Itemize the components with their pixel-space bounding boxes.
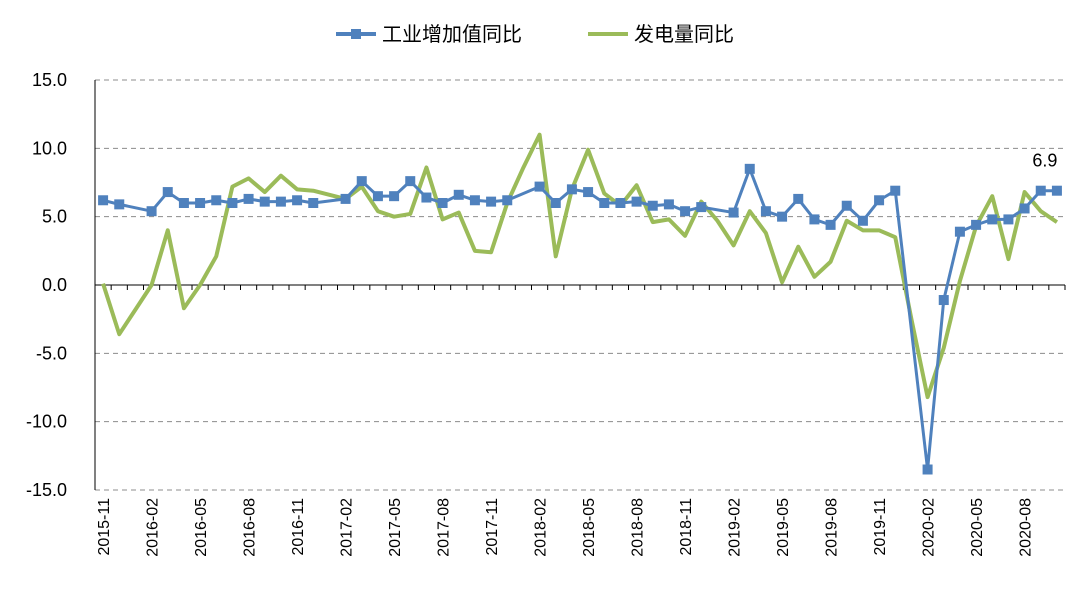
data-point-industrial — [372, 191, 383, 202]
x-axis: 2015-11 2016-02 2016-05 2016-08 2016-11 2017-… — [94, 284, 1066, 557]
data-point-industrial — [275, 196, 286, 207]
x-tick-label: 2018-11 — [678, 498, 695, 556]
y-tick-label: -15.0 — [26, 480, 67, 500]
data-point-industrial — [162, 187, 173, 198]
data-point-industrial — [340, 193, 351, 204]
data-point-industrial — [292, 195, 303, 206]
legend-swatch-industrial-marker — [351, 29, 361, 39]
data-label-last-value: 6.9 — [1032, 151, 1057, 171]
data-point-industrial — [453, 189, 464, 200]
data-point-industrial — [890, 185, 901, 196]
legend: 工业增加值同比 发电量同比 — [336, 22, 734, 46]
data-point-industrial — [259, 196, 270, 207]
data-point-industrial — [938, 295, 949, 306]
data-point-industrial — [98, 195, 109, 206]
plot-area: 6.9 — [98, 132, 1062, 475]
y-tick-label: -10.0 — [26, 412, 67, 432]
data-point-industrial — [793, 193, 804, 204]
x-tick-label: 2019-11 — [872, 498, 889, 556]
data-point-industrial — [922, 464, 933, 475]
data-point-industrial — [954, 226, 965, 237]
data-point-industrial — [857, 215, 868, 226]
data-point-industrial — [550, 198, 561, 208]
data-point-industrial — [1035, 185, 1046, 196]
data-point-industrial — [243, 193, 254, 204]
data-point-industrial — [114, 199, 125, 210]
data-point-industrial — [615, 198, 626, 208]
y-tick-label: 10.0 — [32, 138, 67, 158]
data-point-industrial — [777, 211, 788, 222]
x-tick-label: 2019-02 — [727, 498, 744, 557]
x-tick-label: 2018-02 — [533, 498, 550, 557]
data-point-industrial — [760, 206, 771, 217]
y-tick-label: -5.0 — [36, 343, 67, 363]
data-point-industrial — [987, 214, 998, 225]
x-tick-label: 2020-08 — [1018, 498, 1035, 557]
data-point-industrial — [389, 191, 400, 202]
data-point-industrial — [1003, 214, 1014, 225]
data-point-industrial — [631, 196, 642, 207]
data-point-industrial — [874, 195, 885, 206]
series-line-power — [101, 132, 1059, 400]
y-tick-label: 15.0 — [32, 70, 67, 90]
data-point-industrial — [469, 195, 480, 206]
data-point-industrial — [680, 206, 691, 217]
y-tick-label: 0.0 — [42, 275, 67, 295]
data-point-industrial — [1051, 185, 1062, 196]
data-point-industrial — [356, 176, 367, 187]
x-tick-label: 2017-08 — [436, 498, 453, 557]
data-point-industrial — [211, 195, 222, 206]
x-tick-label: 2015-11 — [96, 498, 113, 556]
data-point-industrial — [583, 187, 594, 198]
x-tick-label: 2017-02 — [339, 498, 356, 557]
data-point-industrial — [971, 219, 982, 230]
data-point-industrial — [663, 199, 674, 210]
data-point-industrial — [437, 198, 448, 208]
data-point-industrial — [195, 198, 206, 208]
data-point-industrial — [825, 219, 836, 230]
x-tick-label: 2019-08 — [824, 498, 841, 557]
data-point-industrial — [178, 198, 189, 208]
data-point-industrial — [227, 198, 238, 208]
x-tick-label: 2017-11 — [484, 498, 501, 556]
x-tick-label: 2016-11 — [290, 498, 307, 556]
data-point-industrial — [486, 196, 497, 207]
x-tick-label: 2017-05 — [387, 498, 404, 557]
data-point-industrial — [502, 195, 513, 206]
data-point-industrial — [647, 200, 658, 211]
data-point-industrial — [534, 181, 545, 192]
data-point-industrial — [146, 206, 157, 217]
x-tick-label: 2020-05 — [969, 498, 986, 557]
data-point-industrial — [566, 184, 577, 195]
y-tick-label: 5.0 — [42, 207, 67, 227]
data-point-industrial — [744, 163, 755, 174]
data-point-industrial — [841, 200, 852, 211]
data-point-industrial — [696, 202, 707, 213]
x-tick-label: 2016-05 — [193, 498, 210, 557]
series-line-industrial — [102, 167, 1057, 471]
y-axis: 15.0 10.0 5.0 0.0 -5.0 -10.0 -15.0 — [26, 70, 96, 500]
data-point-industrial — [405, 176, 416, 187]
legend-item-industrial[interactable]: 工业增加值同比 — [336, 22, 522, 46]
data-point-industrial — [421, 192, 432, 203]
data-point-industrial — [809, 214, 820, 225]
data-point-industrial — [728, 207, 739, 218]
data-point-industrial — [599, 198, 610, 208]
x-tick-label: 2016-08 — [242, 498, 259, 557]
legend-label-industrial: 工业增加值同比 — [382, 22, 522, 46]
x-tick-label: 2018-05 — [581, 498, 598, 557]
x-tick-label: 2018-08 — [630, 498, 647, 557]
data-point-industrial — [1019, 203, 1030, 214]
data-point-industrial — [308, 198, 319, 208]
x-tick-label: 2019-05 — [775, 498, 792, 557]
x-tick-label: 2020-02 — [921, 498, 938, 557]
x-tick-label: 2016-02 — [145, 498, 162, 557]
legend-item-power[interactable]: 发电量同比 — [588, 22, 734, 46]
legend-label-power: 发电量同比 — [634, 22, 734, 46]
